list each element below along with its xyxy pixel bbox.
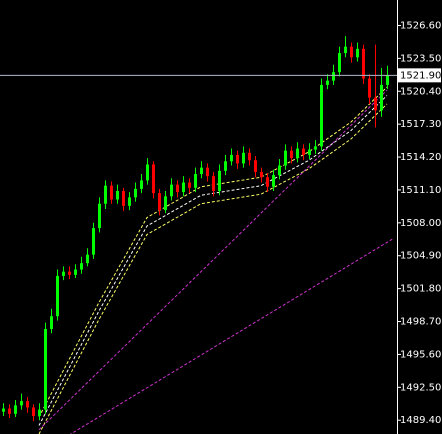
indicator-line [38, 103, 388, 434]
y-tick-label: 1495.60 [400, 349, 441, 360]
candle-body [266, 177, 269, 187]
candle-body [368, 78, 371, 98]
candle-body [110, 185, 113, 200]
candle-body [80, 263, 83, 270]
candle-body [74, 269, 77, 275]
candle-body [152, 164, 155, 194]
candle-body [290, 150, 293, 159]
y-tick-label: 1517.30 [400, 119, 441, 130]
candle-body [236, 154, 239, 164]
candle-body [32, 407, 35, 416]
candle-body [200, 167, 203, 175]
candle-body [134, 188, 137, 198]
candle-body [122, 191, 125, 206]
current-price-label: 1521.90 [400, 70, 441, 81]
y-tick-label: 1508.00 [400, 218, 441, 229]
candle-body [338, 53, 341, 73]
candle-body [128, 197, 131, 206]
candle-body [188, 182, 191, 188]
candle-body [308, 149, 311, 155]
indicator-line [38, 86, 388, 418]
candle-body [344, 46, 347, 54]
candle-body [350, 46, 353, 58]
candle-body [332, 72, 335, 81]
candle-body [26, 401, 29, 408]
candle-body [20, 401, 23, 406]
y-tick-label: 1489.40 [400, 415, 441, 426]
candle-body [140, 180, 143, 189]
y-tick-label: 1526.60 [400, 20, 441, 31]
candle-body [314, 146, 317, 150]
candle-body [218, 170, 221, 192]
current-price-box [397, 68, 441, 83]
candle-body [194, 174, 197, 188]
y-tick-label: 1523.50 [400, 53, 441, 64]
candle-body [176, 184, 179, 193]
candle-body [296, 148, 299, 159]
candle-body [116, 191, 119, 200]
candle-body [182, 182, 185, 193]
candle-body [56, 275, 59, 317]
candle-body [278, 165, 281, 176]
candle-body [38, 409, 41, 416]
candle-body [50, 316, 53, 329]
candle-body [86, 254, 89, 264]
candle-body [302, 148, 305, 155]
y-tick-label: 1504.90 [400, 251, 441, 262]
candle-body [326, 80, 329, 85]
candle-body [320, 84, 323, 147]
y-tick-label: 1511.10 [400, 185, 441, 196]
candle-body [260, 171, 263, 178]
candle-body [212, 176, 215, 192]
candle-body [380, 84, 383, 111]
candle-body [356, 48, 359, 58]
candle-body [248, 152, 251, 161]
indicator-line [69, 238, 394, 434]
indicator-line [38, 89, 388, 431]
candle-body [44, 328, 47, 410]
candle-body [62, 271, 65, 276]
candle-body [158, 193, 161, 211]
candle-body [8, 408, 11, 414]
candle-body [374, 97, 377, 111]
candle-body [362, 48, 365, 79]
indicator-line [38, 95, 388, 426]
y-tick-label: 1514.20 [400, 152, 441, 163]
y-tick-label: 1498.70 [400, 317, 441, 328]
candle-body [284, 150, 287, 166]
candle-body [92, 228, 95, 255]
y-tick-label: 1501.80 [400, 284, 441, 295]
candle-body [14, 405, 17, 414]
candle-body [2, 408, 5, 412]
candle-body [146, 164, 149, 181]
candle-body [272, 175, 275, 187]
candle-body [98, 203, 101, 229]
candle-body [242, 152, 245, 164]
y-tick-label: 1520.40 [400, 86, 441, 97]
candle-body [230, 154, 233, 162]
candle-body [254, 160, 257, 172]
candle-body [224, 161, 227, 171]
candle-body [170, 184, 173, 197]
candle-body [68, 271, 71, 275]
y-tick-label: 1492.50 [400, 382, 441, 393]
candle-body [104, 185, 107, 204]
candle-body [386, 75, 389, 85]
candle-body [206, 167, 209, 177]
candle-body [164, 196, 167, 211]
